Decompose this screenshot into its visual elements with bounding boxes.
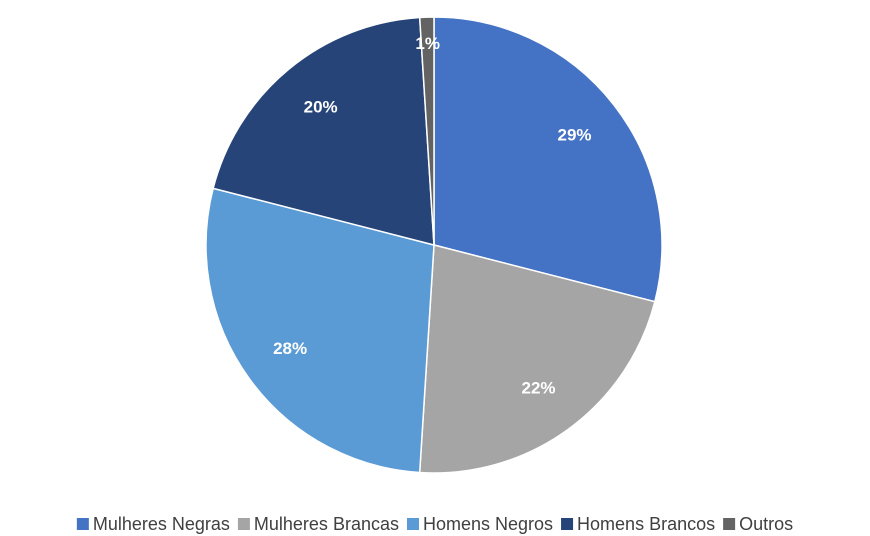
pie-slice [212,16,435,246]
data-label: 20% [304,97,338,116]
legend-label: Mulheres Brancas [254,514,399,534]
legend-swatch [561,518,574,530]
legend-swatch [237,518,250,530]
pie-slice [205,187,435,474]
data-label: 22% [522,378,556,397]
legend-swatch [723,518,736,530]
legend-label: Homens Brancos [577,514,715,534]
legend-swatch [76,518,89,530]
pie-slice [418,244,656,474]
data-label: 1% [415,34,440,53]
data-label: 28% [273,339,307,358]
data-label: 29% [558,125,592,144]
legend-label: Outros [739,514,793,534]
legend-swatch [406,518,419,530]
pie-slice [433,16,663,303]
legend-label: Mulheres Negras [93,514,230,534]
pie-slice [418,16,435,246]
legend-label: Homens Negros [423,514,553,534]
